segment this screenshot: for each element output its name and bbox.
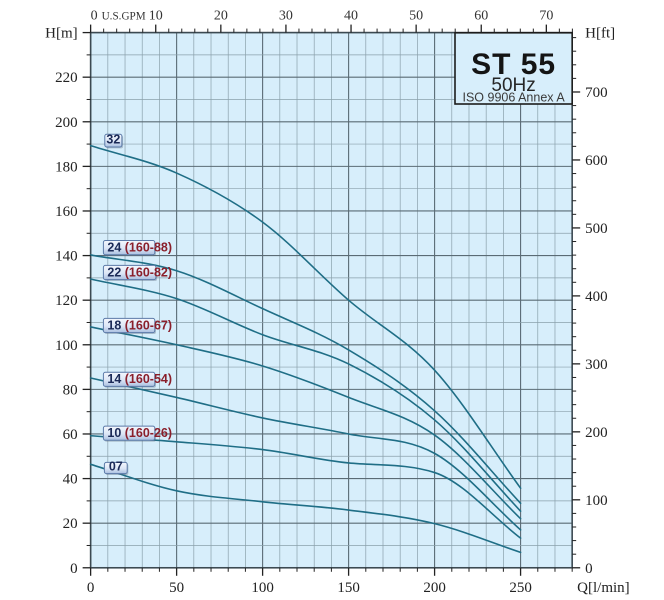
svg-text:700: 700 — [585, 85, 608, 101]
svg-text:150: 150 — [337, 580, 360, 596]
svg-text:140: 140 — [55, 249, 78, 265]
svg-text:120: 120 — [55, 293, 78, 309]
svg-text:100: 100 — [585, 493, 608, 509]
svg-text:U.S.GPM: U.S.GPM — [102, 11, 146, 23]
svg-text:50: 50 — [169, 580, 184, 596]
svg-text:24 (160-88): 24 (160-88) — [107, 240, 172, 254]
svg-text:100: 100 — [55, 338, 78, 354]
svg-text:250: 250 — [509, 580, 532, 596]
svg-text:0: 0 — [70, 561, 78, 577]
svg-text:300: 300 — [585, 357, 608, 373]
svg-text:H[ft]: H[ft] — [585, 26, 615, 42]
svg-text:07: 07 — [109, 459, 123, 473]
svg-text:60: 60 — [474, 9, 488, 24]
svg-text:220: 220 — [55, 70, 78, 86]
svg-text:14 (160-54): 14 (160-54) — [107, 372, 172, 386]
svg-text:0: 0 — [585, 561, 593, 577]
svg-text:10: 10 — [149, 9, 163, 24]
svg-text:40: 40 — [63, 472, 78, 488]
svg-text:70: 70 — [539, 9, 553, 24]
svg-text:160: 160 — [55, 204, 78, 220]
svg-text:30: 30 — [279, 9, 293, 24]
svg-text:50: 50 — [409, 9, 423, 24]
svg-text:10 (160-26): 10 (160-26) — [107, 426, 172, 440]
svg-text:400: 400 — [585, 289, 608, 305]
svg-text:0: 0 — [87, 580, 95, 596]
svg-text:22 (160-82): 22 (160-82) — [107, 265, 172, 279]
svg-text:Q[l/min]: Q[l/min] — [577, 580, 630, 596]
svg-text:60: 60 — [63, 427, 78, 443]
svg-text:500: 500 — [585, 221, 608, 237]
svg-text:200: 200 — [423, 580, 446, 596]
svg-text:200: 200 — [585, 425, 608, 441]
svg-text:600: 600 — [585, 153, 608, 169]
svg-text:32: 32 — [106, 133, 120, 147]
svg-text:80: 80 — [63, 382, 78, 398]
svg-text:0: 0 — [91, 9, 98, 24]
svg-text:ISO 9906 Annex A: ISO 9906 Annex A — [463, 91, 566, 105]
svg-text:200: 200 — [55, 115, 78, 131]
svg-text:40: 40 — [344, 9, 358, 24]
svg-text:20: 20 — [63, 516, 78, 532]
svg-text:100: 100 — [251, 580, 274, 596]
svg-text:180: 180 — [55, 159, 78, 175]
svg-text:18 (160-67): 18 (160-67) — [107, 318, 172, 332]
svg-text:20: 20 — [214, 9, 228, 24]
svg-text:H[m]: H[m] — [45, 26, 78, 42]
